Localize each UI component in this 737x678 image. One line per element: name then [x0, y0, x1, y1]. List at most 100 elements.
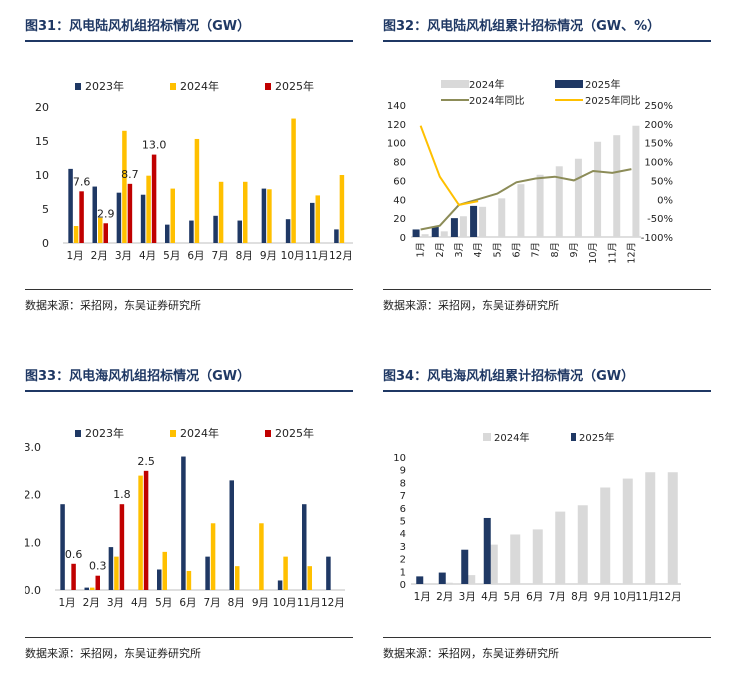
bar-2024-cumulative — [555, 166, 563, 237]
x-tick-label: 6月 — [179, 597, 196, 609]
legend-label: 2024年同比 — [469, 94, 524, 107]
y-tick-label: 20 — [35, 101, 49, 114]
bar-2024年 — [122, 130, 127, 243]
x-tick-label: 4月 — [473, 242, 484, 258]
x-tick-label: 7月 — [203, 597, 220, 609]
data-label: 0.3 — [89, 560, 107, 573]
bar-2024-cumulative — [645, 472, 656, 584]
bar-2024年 — [291, 118, 296, 243]
y2-tick-label: 250% — [644, 101, 673, 112]
x-tick-label: 12月 — [626, 242, 637, 264]
bar-2025-cumulative — [461, 549, 469, 584]
bar-2025年 — [103, 223, 108, 243]
bar-2023年 — [84, 587, 89, 590]
legend-swatch — [265, 430, 271, 437]
data-label: 0.6 — [65, 548, 83, 561]
x-tick-label: 3月 — [454, 242, 465, 258]
y-tick-label: 5 — [400, 517, 406, 528]
x-tick-label: 11月 — [635, 591, 659, 603]
x-tick-label: 1月 — [58, 597, 75, 609]
data-label: 8.7 — [121, 168, 138, 181]
bar-2024年 — [138, 475, 143, 590]
y2-tick-label: 0% — [657, 195, 673, 206]
chart-title: 图33：风电海风机组招标情况（GW） — [25, 369, 251, 384]
legend-swatch — [571, 433, 576, 441]
bar-2024-cumulative — [487, 544, 498, 584]
bar-2024年 — [283, 556, 288, 590]
bar-2025年 — [71, 563, 76, 590]
bar-2024-cumulative — [622, 478, 633, 584]
bar-2025-cumulative — [470, 205, 478, 237]
x-tick-label: 10月 — [588, 242, 599, 264]
bar-2023年 — [302, 504, 307, 590]
bar-2024-cumulative — [465, 575, 476, 584]
bar-2023年 — [277, 580, 283, 590]
legend-label: 2024年 — [469, 78, 504, 91]
bar-2024-cumulative — [442, 582, 453, 584]
bar-2024年 — [98, 217, 103, 243]
bar-2023年 — [229, 480, 234, 590]
source-note: 数据来源：采招网，东吴证券研究所 — [25, 647, 201, 660]
x-tick-label: 2月 — [91, 250, 108, 262]
x-tick-label: 10月 — [281, 250, 305, 262]
x-tick-label: 1月 — [414, 591, 431, 603]
x-tick-label: 11月 — [297, 597, 321, 609]
title-rule — [25, 390, 353, 392]
y-tick-label: 5 — [42, 203, 49, 216]
bar-2025-cumulative — [431, 226, 439, 237]
legend-label: 2025年 — [579, 431, 614, 444]
bar-2024年 — [307, 566, 312, 590]
bar-2023年 — [310, 202, 315, 243]
legend-label: 2024年 — [494, 431, 529, 444]
data-label: 13.0 — [142, 139, 167, 152]
x-tick-label: 12月 — [658, 591, 682, 603]
bar-2024年 — [218, 181, 224, 243]
title-rule — [383, 390, 711, 392]
bar-2025-cumulative — [412, 229, 420, 237]
bar-2023年 — [205, 556, 210, 590]
y-tick-label: 1 — [400, 567, 406, 578]
legend-swatch — [75, 430, 81, 437]
chart-fig31: 0 5 10 15 20 2023年 2024年 2025年 1月 2月 3月 4月 5月 6月 7月 8月 9… — [35, 79, 353, 262]
legend-swatch — [483, 433, 491, 441]
y-tick-label: 15 — [35, 135, 49, 148]
legend-swatch — [555, 80, 583, 88]
x-tick-label: 4月 — [131, 597, 148, 609]
y-tick-label: 0.0 — [25, 584, 41, 597]
x-tick-label: 9月 — [260, 250, 277, 262]
y-tick-label: 0 — [400, 580, 406, 591]
chart-title: 图31：风电陆风机组招标情况（GW） — [25, 19, 251, 34]
legend-swatch — [170, 83, 176, 90]
bar-2025年 — [79, 191, 84, 243]
x-tick-label: 7月 — [211, 250, 228, 262]
x-tick-label: 6月 — [511, 242, 522, 258]
y2-tick-label: 50% — [651, 176, 673, 187]
legend-label: 2024年 — [180, 79, 219, 93]
bar-2023年 — [237, 220, 242, 243]
bar-2024年 — [243, 181, 248, 243]
y-tick-label: 100 — [387, 139, 406, 150]
y-tick-label: 8 — [400, 478, 406, 489]
bar-2023年 — [108, 547, 114, 590]
x-tick-label: 3月 — [459, 591, 476, 603]
bar-2024-cumulative — [555, 511, 566, 584]
source-rule — [25, 289, 353, 290]
chart-title: 图32：风电陆风机组累计招标情况（GW、%） — [383, 19, 661, 34]
bar-2024-cumulative — [440, 231, 448, 237]
bar-2023年 — [334, 229, 339, 243]
bar-2024-cumulative — [498, 198, 506, 237]
bar-2024-cumulative — [517, 184, 525, 237]
bar-2024-cumulative — [667, 472, 678, 584]
bar-2024-cumulative — [632, 125, 640, 237]
bar-2023年 — [60, 504, 65, 590]
x-tick-label: 3月 — [107, 597, 124, 609]
panel-fig33: 图33：风电海风机组招标情况（GW） 0.0 1.0 2.0 3.0 2023年 2024… — [25, 350, 355, 670]
x-tick-label: 11月 — [305, 250, 329, 262]
y-tick-label: 2.0 — [25, 489, 41, 502]
legend-label: 2025年 — [275, 426, 314, 440]
x-tick-label: 9月 — [594, 591, 611, 603]
chart-title: 图34：风电海风机组累计招标情况（GW） — [383, 369, 635, 384]
x-tick-label: 6月 — [526, 591, 543, 603]
x-tick-label: 8月 — [571, 591, 588, 603]
bar-2023年 — [261, 188, 267, 243]
